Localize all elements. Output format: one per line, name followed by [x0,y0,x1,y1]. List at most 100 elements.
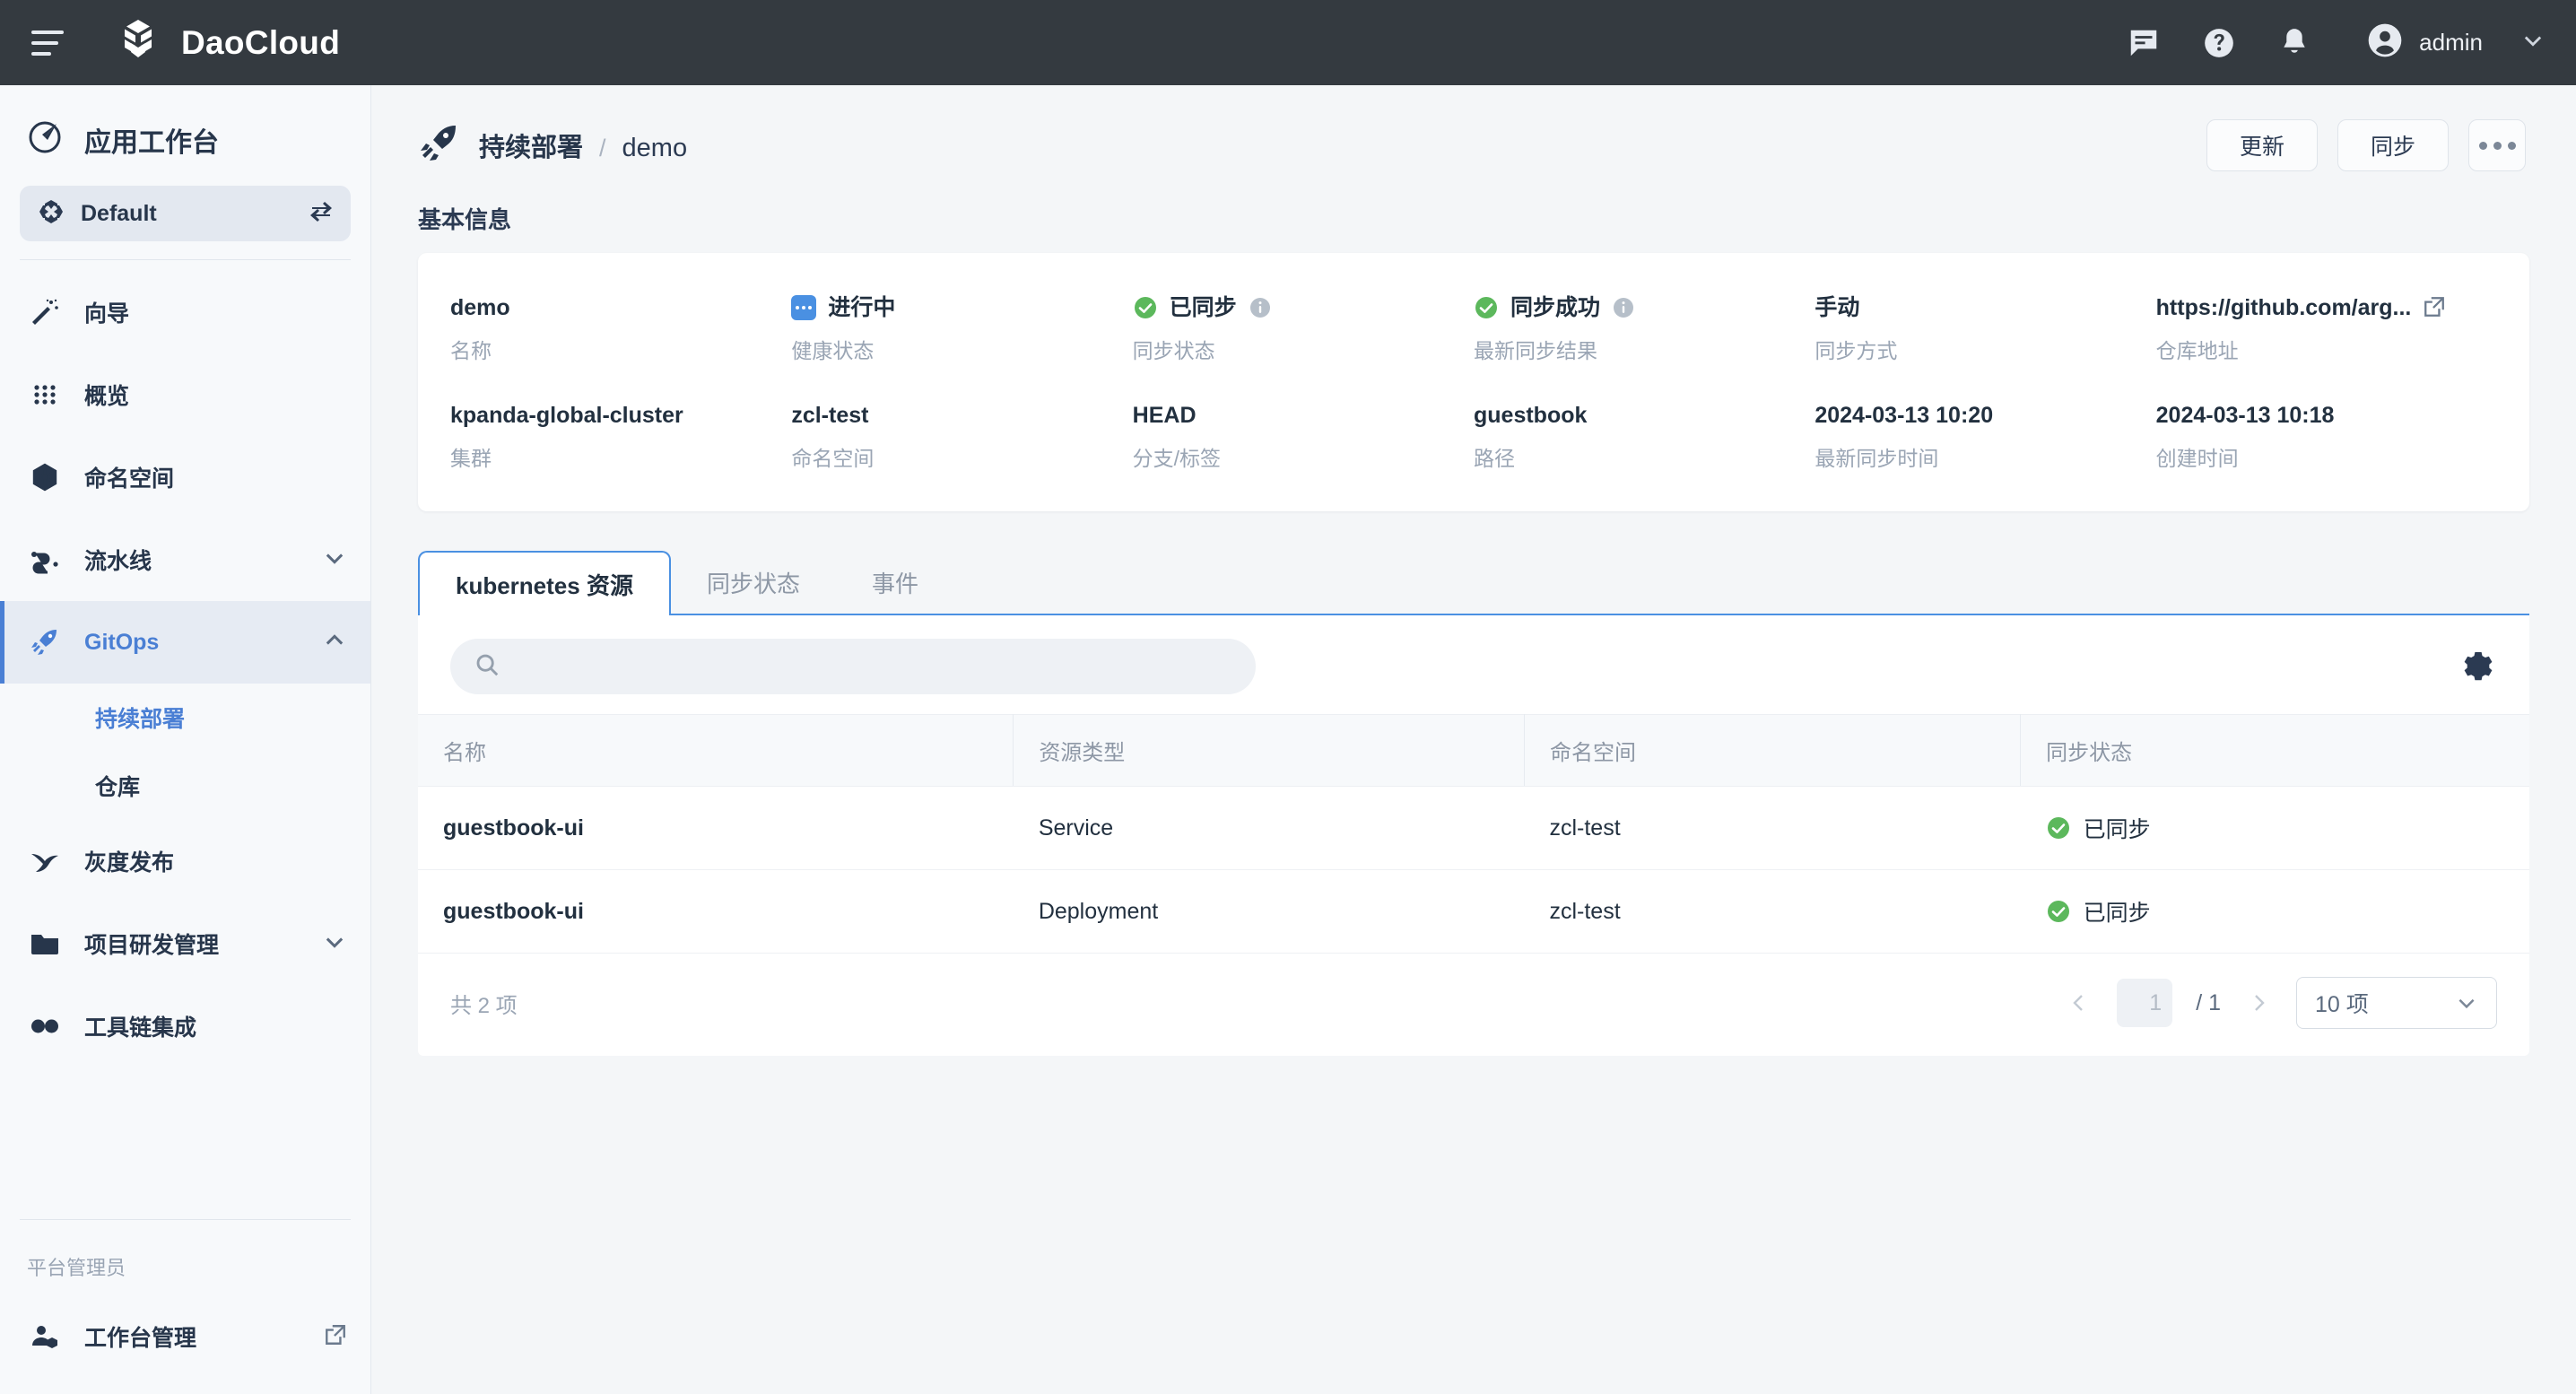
rocket-icon [27,627,63,658]
sidebar-footer-group-label: 平台管理员 [27,1257,126,1279]
cell-name[interactable]: guestbook-ui [418,869,1014,954]
info-field-sync-mode: 手动 同步方式 [1815,294,2155,364]
pagination: 共 2 项 1 / 1 10 项 [418,954,2529,1056]
page-number-input[interactable]: 1 [2117,979,2173,1027]
sidebar-item-toolchain[interactable]: 工具链集成 [0,985,370,1067]
page-total-label: / 1 [2196,989,2221,1015]
more-actions-button[interactable] [2468,119,2526,171]
table-row[interactable]: guestbook-ui Service zcl-test 已同步 [418,786,2529,870]
chevron-down-icon[interactable] [322,545,347,575]
info-field-label: 创建时间 [2155,447,2239,470]
chevron-down-icon[interactable] [322,929,347,959]
chevron-up-icon[interactable] [322,628,347,658]
swap-icon[interactable] [308,198,335,230]
tab-sync-status[interactable]: 同步状态 [706,570,800,597]
sidebar-item-label: 工具链集成 [84,1015,197,1041]
sidebar-item-label: GitOps [84,629,160,655]
cell-name[interactable]: guestbook-ui [418,786,1014,870]
topbar-icons: admin [2125,21,2546,65]
sidebar-item-namespace[interactable]: 命名空间 [0,436,370,518]
brand[interactable]: DaoCloud [113,18,340,68]
bell-icon[interactable] [2276,24,2313,62]
info-field-repo-url: https://github.com/arg... 仓库地址 [2156,294,2497,364]
page-size-select[interactable]: 10 项 [2296,977,2497,1029]
sidebar-subitem-repository[interactable]: 仓库 [0,752,370,820]
info-field-value: 进行中 [828,295,896,320]
search-box[interactable] [450,639,1256,694]
info-icon[interactable] [1612,296,1635,319]
grid-icon [27,379,63,410]
info-field-value: 手动 [1815,295,1860,320]
page-size-label: 10 项 [2315,992,2369,1017]
info-field-value: guestbook [1474,403,1588,428]
tab-bar: kubernetes 资源 同步状态 事件 [418,551,2529,615]
info-field-label: 路径 [1474,447,1515,470]
progress-icon [791,295,817,320]
info-field-value: 2024-03-13 10:18 [2155,403,2335,428]
sync-button[interactable]: 同步 [2337,119,2449,171]
sidebar-item-wizard[interactable]: 向导 [0,271,370,353]
chevron-down-icon [2459,998,2475,1009]
breadcrumb-parent[interactable]: 持续部署 [479,134,584,162]
sidebar-item-gitops[interactable]: GitOps [0,601,370,684]
sidebar-item-workbench-admin[interactable]: 工作台管理 [0,1295,370,1378]
chevron-right-icon[interactable] [2241,985,2276,1021]
external-link-icon[interactable] [324,1323,347,1351]
workspace-context-selector[interactable]: Default [20,186,351,241]
sidebar-subitem-continuous-deployment[interactable]: 持续部署 [0,684,370,752]
column-header-kind[interactable]: 资源类型 [1013,714,1525,787]
table-header-row: 名称 资源类型 命名空间 同步状态 [418,714,2529,787]
check-circle-icon [2046,899,2071,924]
gear-icon[interactable] [2459,648,2497,685]
daocloud-logo-icon [113,18,163,68]
sidebar-footer: 平台管理员 工作台管理 [0,1219,370,1394]
infinity-icon [27,1011,63,1041]
column-header-sync-status[interactable]: 同步状态 [2020,714,2529,787]
basic-info-card: demo 名称 进行中 健康状态 已同步 [418,253,2529,511]
info-field-latest-sync-time: 2024-03-13 10:20 最新同步时间 [1815,402,2155,472]
sidebar-item-label: 向导 [84,301,130,327]
sidebar-item-overview[interactable]: 概览 [0,353,370,436]
info-field-latest-sync-result: 同步成功 最新同步结果 [1474,294,1815,364]
resources-panel: 名称 资源类型 命名空间 同步状态 guestbook-ui Service z… [418,615,2529,1056]
sidebar-item-label: 流水线 [84,549,152,574]
sidebar-divider [20,259,351,260]
search-input[interactable] [515,653,1232,680]
chevron-down-icon[interactable] [2520,28,2546,57]
update-button[interactable]: 更新 [2206,119,2318,171]
column-header-name[interactable]: 名称 [418,714,1014,787]
sidebar-item-project-management[interactable]: 项目研发管理 [0,902,370,985]
chevron-left-icon[interactable] [2061,985,2097,1021]
sidebar-footer-divider [20,1219,351,1220]
user-menu[interactable]: admin [2365,21,2546,65]
sync-status-label: 已同步 [2083,817,2151,842]
workspace-icon [38,198,65,230]
sidebar-item-canary-release[interactable]: 灰度发布 [0,820,370,902]
info-field-label: 最新同步时间 [1815,447,1939,470]
bird-icon [27,846,63,876]
brand-name: DaoCloud [181,23,341,61]
search-icon [474,651,500,683]
tab-events[interactable]: 事件 [871,570,918,597]
chat-icon[interactable] [2125,24,2163,62]
cell-namespace: zcl-test [1524,869,2021,954]
external-link-icon[interactable] [2423,295,2448,320]
cell-kind: Service [1013,786,1525,870]
info-field-branch-tag: HEAD 分支/标签 [1133,402,1474,472]
info-field-label: 命名空间 [791,447,875,470]
info-field-label: 集群 [450,447,492,470]
info-icon[interactable] [1249,296,1272,319]
table-row[interactable]: guestbook-ui Deployment zcl-test 已同步 [418,869,2529,954]
cell-kind: Deployment [1013,869,1525,954]
body: 应用工作台 Default 向导 概览 [0,85,2576,1394]
compass-icon [27,118,65,162]
sidebar-item-pipeline[interactable]: 流水线 [0,518,370,601]
column-header-namespace[interactable]: 命名空间 [1524,714,2022,787]
pagination-controls: 1 / 1 10 项 [2061,977,2497,1029]
check-circle-icon [1133,295,1158,320]
info-field-value: kpanda-global-cluster [450,403,683,428]
help-icon[interactable] [2200,24,2238,62]
tab-kubernetes-resources[interactable]: kubernetes 资源 [418,551,671,615]
cell-sync-status: 已同步 [2020,786,2529,870]
hamburger-icon[interactable] [27,22,68,64]
